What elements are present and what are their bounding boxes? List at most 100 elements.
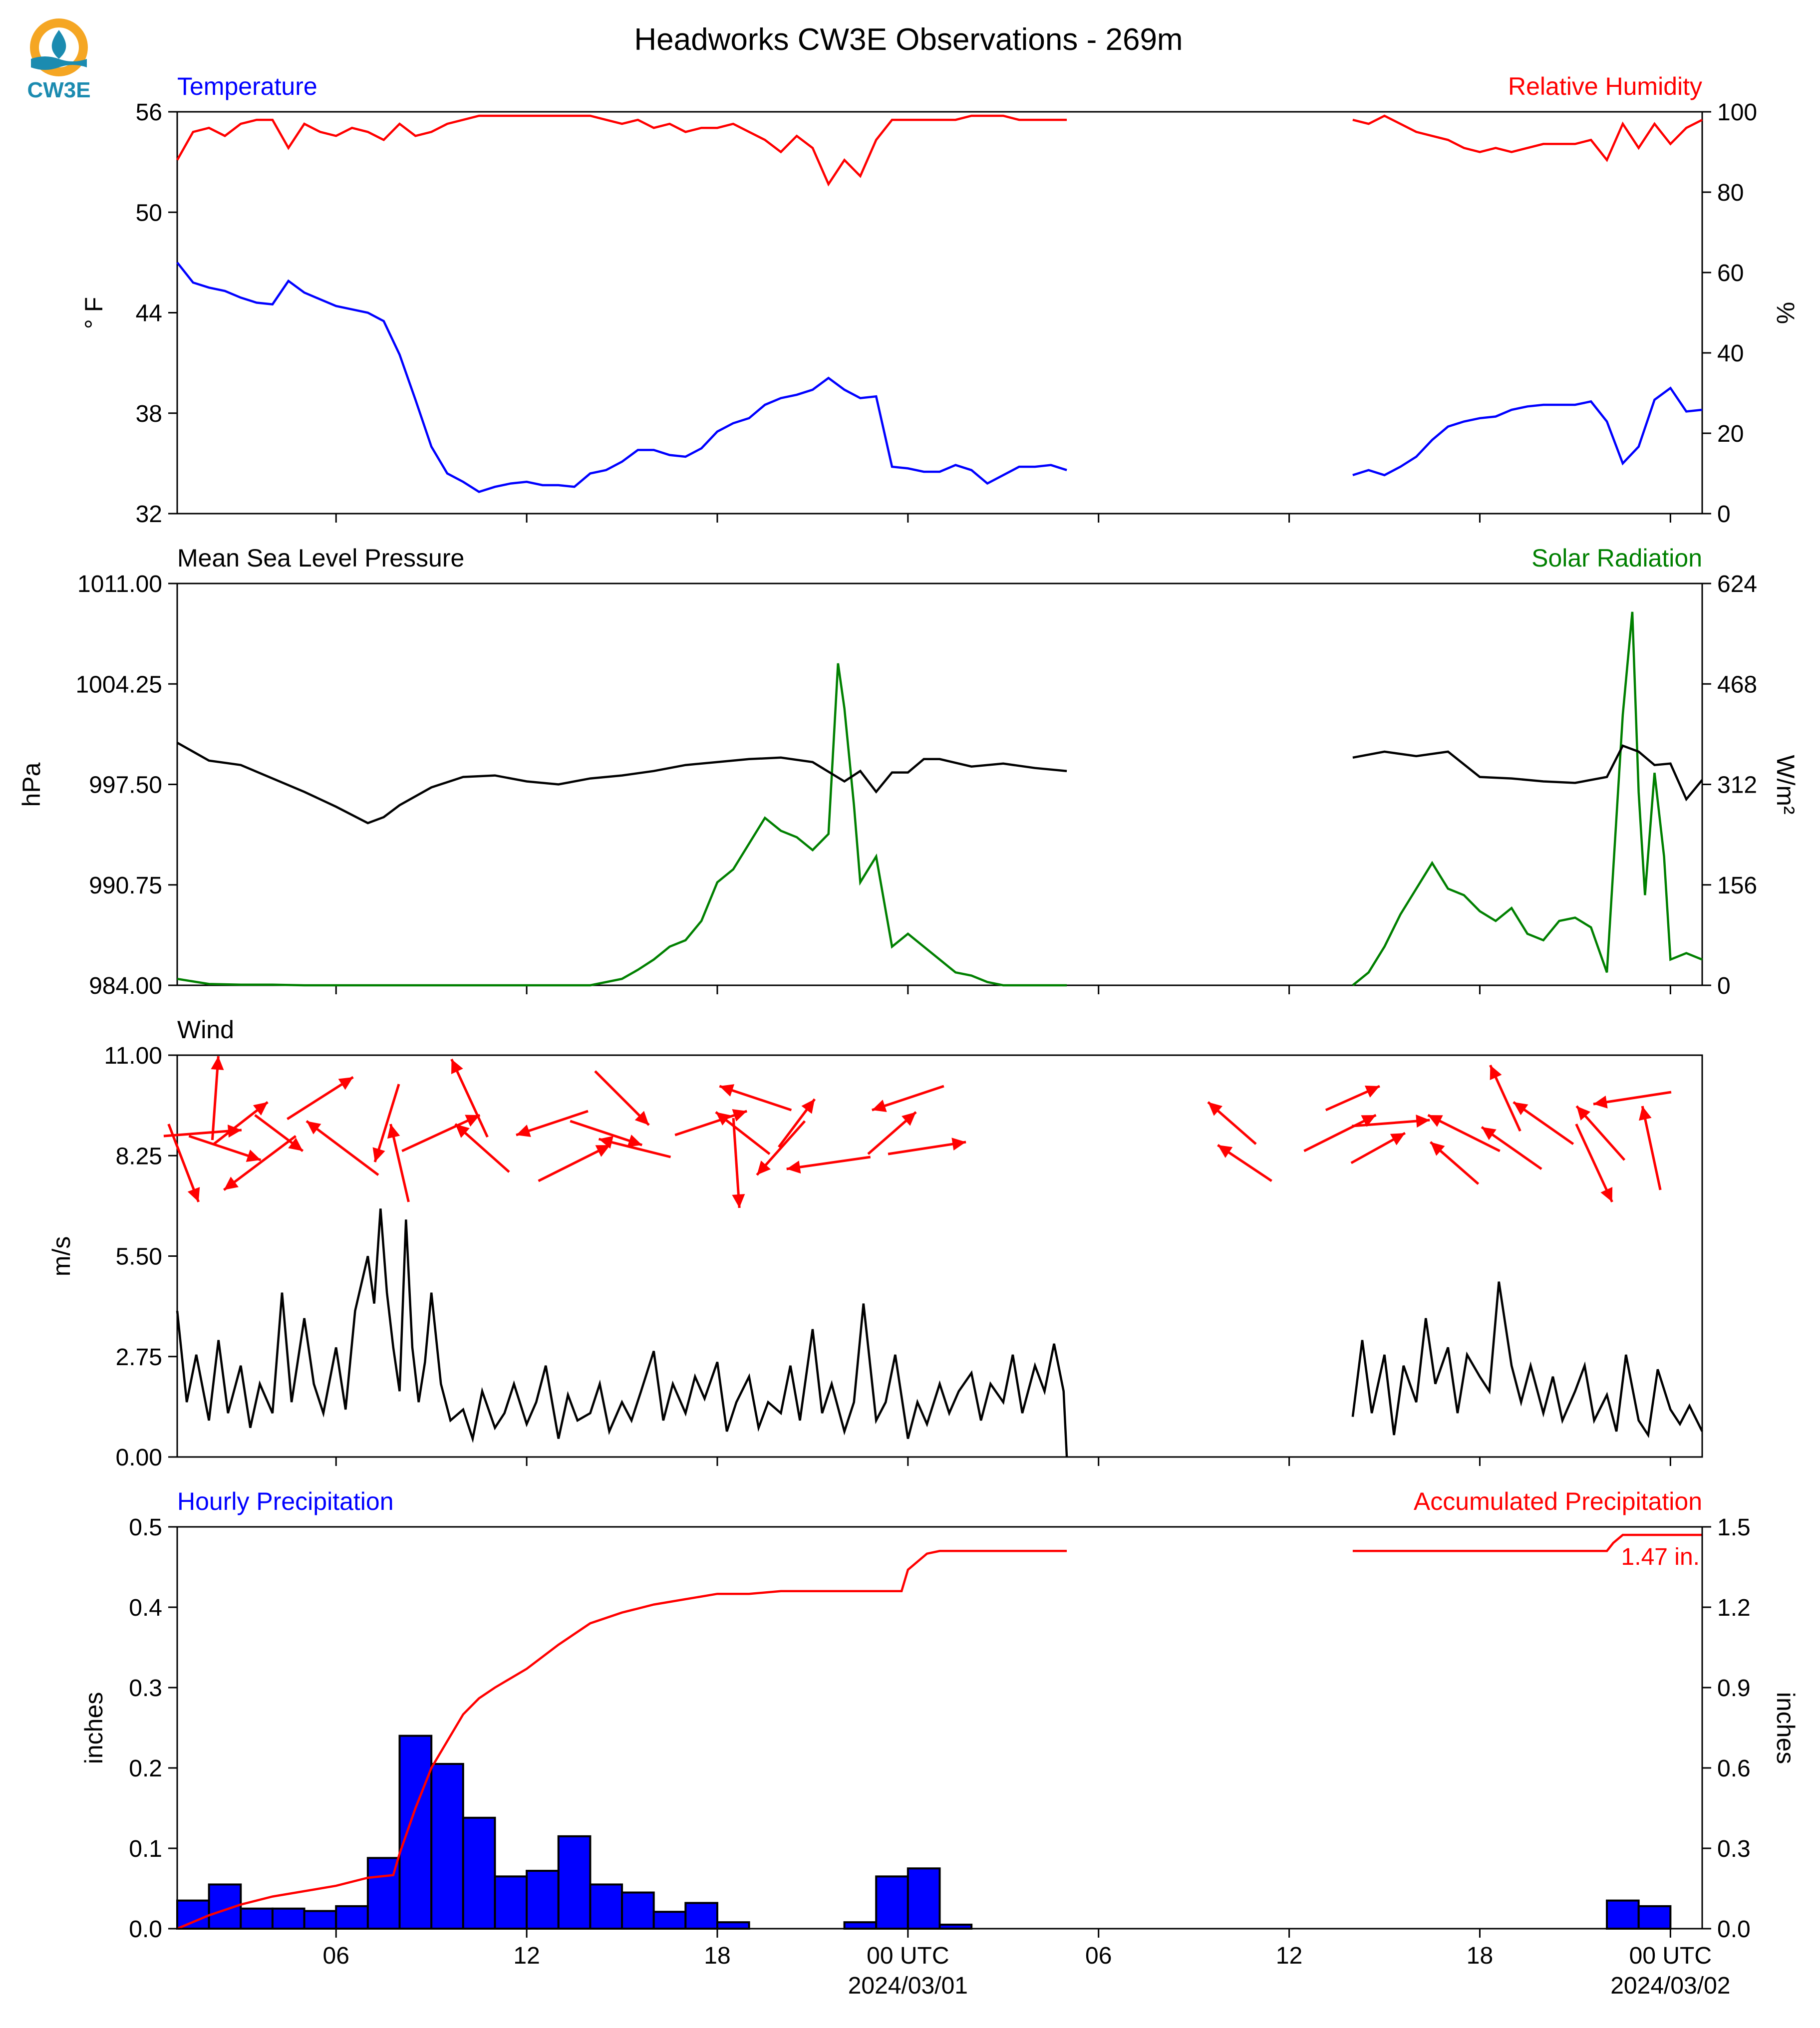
right-y-tick-label: 0.6 (1717, 1755, 1751, 1782)
precip-bar (430, 1762, 464, 1930)
wind-arrow (223, 1135, 297, 1191)
wind-arrow (756, 1120, 806, 1176)
wind-arrow (305, 1120, 379, 1176)
wind-arrow (1350, 1132, 1406, 1164)
pressure-line (176, 742, 1703, 825)
precip-bar (462, 1816, 496, 1930)
precip-plot-frame (176, 1526, 1703, 1930)
wind-arrow (867, 1111, 917, 1155)
accum-axis-title: inches (1772, 1692, 1800, 1764)
wind-axes: 0.00 2.75 5.50 8.25 11.00 (104, 1043, 1671, 1471)
wind-arrow (1575, 1123, 1613, 1203)
left-y-tick-label: 0.5 (129, 1514, 162, 1541)
date-label: 2024/03/01 (848, 1973, 968, 1999)
cw3e-logo: CW3E (27, 18, 91, 102)
logo-drop-icon (51, 30, 66, 59)
right-y-tick-label: 100 (1717, 99, 1757, 126)
wind-arrow (570, 1120, 643, 1147)
wind-arrow (287, 1076, 354, 1121)
wind-arrow (1217, 1144, 1272, 1182)
precip-bar (589, 1883, 623, 1930)
time-tick-label: 00 UTC (867, 1943, 949, 1969)
wind-arrow (167, 1124, 200, 1202)
right-y-tick-label: 60 (1717, 260, 1744, 287)
left-y-tick-label: 0.4 (129, 1595, 162, 1621)
wind-arrow (732, 1118, 745, 1208)
wind-plot-frame (176, 1054, 1703, 1458)
figure-title: Headworks CW3E Observations - 269m (634, 22, 1183, 57)
left-y-tick-label: 11.00 (104, 1043, 162, 1069)
wind-speed-line (176, 1208, 1704, 1457)
wind-arrow (1427, 1114, 1501, 1153)
precip-bar (176, 1899, 210, 1930)
humidity-axis-title: % (1772, 302, 1800, 324)
time-axis-labels: 06 12 18 00 UTC 2024/03/01 06 12 18 00 UTC 2024/0… (323, 1943, 1731, 1999)
wind-arrow (1352, 1115, 1430, 1128)
precip-bar (1606, 1899, 1640, 1930)
wind-arrow (1303, 1114, 1377, 1153)
precip-bar (271, 1907, 305, 1930)
logo-text: CW3E (27, 78, 90, 102)
wind-arrow (778, 1098, 816, 1148)
panel-precipitation: Hourly Precipitation Accumulated Precipi… (80, 1487, 1800, 1999)
left-y-tick-label: 0.1 (129, 1836, 162, 1862)
right-y-tick-label: 312 (1717, 772, 1757, 799)
pressure-axes: 984.00 990.75 997.50 1004.25 1011.00 0 156 312 4… (75, 571, 1757, 999)
wind-arrow (188, 1135, 262, 1162)
logo-wave-icon (31, 56, 87, 70)
time-tick-label: 00 UTC (1629, 1943, 1712, 1969)
pressure-axis-title: hPa (17, 762, 45, 807)
wind-arrow (1489, 1064, 1521, 1132)
accum-precip-label: Accumulated Precipitation (1414, 1487, 1702, 1515)
wind-arrow (786, 1156, 871, 1174)
precip-bar (526, 1870, 560, 1930)
wind-arrow (872, 1085, 944, 1112)
right-y-tick-label: 1.2 (1717, 1595, 1751, 1621)
left-y-tick-label: 990.75 (89, 872, 162, 899)
left-y-tick-label: 0.00 (116, 1445, 162, 1471)
precip-bar (494, 1875, 528, 1930)
left-y-tick-label: 2.75 (116, 1344, 162, 1371)
time-tick-label: 18 (704, 1943, 730, 1969)
left-y-tick-label: 8.25 (116, 1143, 162, 1169)
right-y-tick-label: 40 (1717, 340, 1744, 367)
wind-arrow (598, 1136, 671, 1159)
time-tick-label: 12 (513, 1943, 540, 1969)
left-y-tick-label: 5.50 (116, 1244, 162, 1270)
wind-arrow (387, 1124, 410, 1202)
right-y-tick-label: 0.0 (1717, 1916, 1751, 1943)
wind-arrow (1513, 1101, 1574, 1146)
wind-arrow (888, 1138, 966, 1156)
wind-arrow (719, 1084, 792, 1112)
precip-bar (303, 1910, 337, 1930)
right-y-tick-label: 0.9 (1717, 1675, 1751, 1702)
left-y-tick-label: 0.3 (129, 1675, 162, 1702)
time-tick-label: 18 (1467, 1943, 1493, 1969)
precip-axes: 0.0 0.1 0.2 0.3 0.4 0.5 0.0 0.3 0.6 0.9 1.2 1.5 (129, 1514, 1750, 1943)
wind-arrow (538, 1144, 611, 1182)
left-y-tick-label: 984.00 (89, 973, 162, 999)
temperature-axis-title: ° F (80, 297, 108, 329)
left-y-tick-label: 38 (136, 401, 162, 427)
right-y-tick-label: 0 (1717, 501, 1731, 528)
wind-arrow (1481, 1126, 1542, 1170)
wind-arrow (594, 1070, 650, 1126)
precip-bar (907, 1867, 941, 1930)
wind-arrow (1639, 1106, 1662, 1190)
right-y-tick-label: 468 (1717, 671, 1757, 698)
precip-bar (621, 1891, 655, 1930)
time-tick-label: 06 (1085, 1943, 1112, 1969)
date-label: 2024/03/02 (1610, 1973, 1730, 1999)
right-y-tick-label: 624 (1717, 571, 1757, 597)
panel-wind: Wind 0.00 2.75 5.50 8.25 11.00 m/s (47, 1016, 1704, 1471)
left-y-tick-label: 44 (136, 300, 162, 327)
left-y-tick-label: 0.0 (129, 1916, 162, 1943)
right-y-tick-label: 0 (1717, 973, 1731, 999)
temperature-plot-frame (176, 111, 1703, 515)
precip-bar (843, 1921, 878, 1930)
wind-arrow (674, 1109, 748, 1137)
wind-axis-title: m/s (47, 1236, 75, 1277)
right-y-tick-label: 20 (1717, 421, 1744, 447)
wind-arrow (211, 1056, 224, 1141)
